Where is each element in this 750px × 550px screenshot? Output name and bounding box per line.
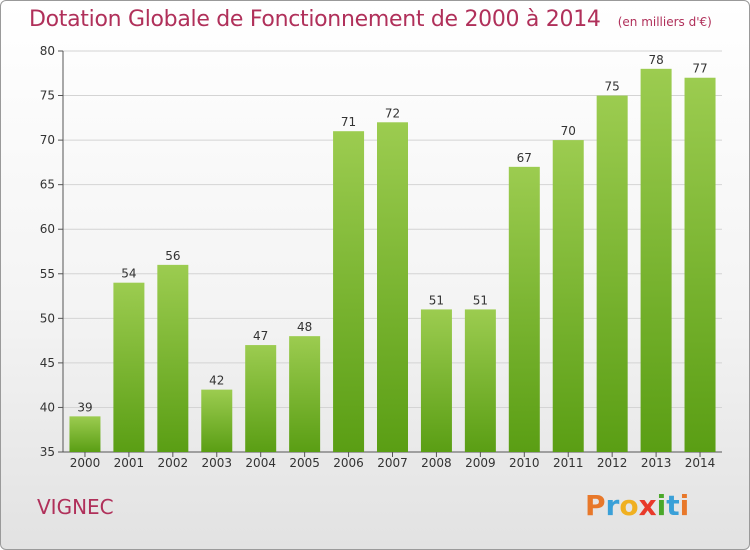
bar-2013 — [640, 68, 672, 453]
data-label-2003: 42 — [209, 374, 224, 388]
bar-2011 — [552, 140, 584, 452]
logo-letter: o — [619, 489, 639, 522]
data-label-2010: 67 — [517, 151, 532, 165]
data-label-2006: 71 — [341, 115, 356, 129]
x-tick-label-2003: 2003 — [201, 456, 232, 470]
y-tick-label: 80 — [40, 44, 55, 58]
bar-2006 — [333, 131, 365, 452]
x-tick-label-2011: 2011 — [553, 456, 584, 470]
bar-2004 — [245, 345, 277, 452]
y-tick-label: 60 — [40, 222, 55, 236]
labels: 35 40 45 50 55 60 65 70 75 80 39 2000 54 2001 56 2002 42… — [40, 44, 716, 470]
chart-title: Dotation Globale de Fonctionnement de 20… — [29, 7, 601, 32]
data-label-2011: 70 — [561, 124, 576, 138]
y-tick-label: 40 — [40, 400, 55, 414]
data-label-2014: 77 — [692, 62, 707, 76]
data-label-2007: 72 — [385, 106, 400, 120]
bar-2001 — [113, 282, 145, 452]
y-tick-label: 75 — [40, 89, 55, 103]
data-label-2004: 47 — [253, 329, 268, 343]
chart-subtitle: (en milliers d'€) — [617, 15, 712, 29]
y-tick-label: 45 — [40, 356, 55, 370]
bar-2014 — [684, 77, 716, 452]
logo-letter: x — [638, 489, 657, 522]
data-label-2002: 56 — [165, 249, 180, 263]
bar-2005 — [289, 336, 321, 452]
x-tick-label-2009: 2009 — [465, 456, 496, 470]
x-tick-label-2007: 2007 — [377, 456, 408, 470]
y-tick-label: 65 — [40, 178, 55, 192]
bar-2009 — [464, 309, 496, 452]
bar-2000 — [69, 416, 101, 452]
data-label-2005: 48 — [297, 320, 312, 334]
x-tick-label-2012: 2012 — [597, 456, 628, 470]
bar-2003 — [201, 389, 233, 452]
x-tick-label-2000: 2000 — [70, 456, 101, 470]
logo-letter: t — [666, 489, 680, 522]
y-tick-label: 35 — [40, 445, 55, 459]
bars — [69, 68, 716, 453]
logo-letter: r — [605, 489, 620, 522]
y-tick-label: 55 — [40, 267, 55, 281]
bar-2010 — [508, 166, 540, 452]
data-label-2009: 51 — [473, 293, 488, 307]
y-tick-label: 50 — [40, 311, 55, 325]
bar-2012 — [596, 95, 628, 453]
x-tick-label-2004: 2004 — [245, 456, 276, 470]
logo-letter: P — [585, 489, 606, 522]
x-tick-label-2013: 2013 — [641, 456, 672, 470]
x-tick-label-2006: 2006 — [333, 456, 364, 470]
y-tick-label: 70 — [40, 133, 55, 147]
bar-2008 — [420, 309, 452, 452]
data-label-2012: 75 — [605, 80, 620, 94]
x-tick-label-2001: 2001 — [114, 456, 145, 470]
bar-2007 — [377, 122, 408, 453]
title-row: Dotation Globale de Fonctionnement de 20… — [29, 7, 712, 32]
x-tick-label-2010: 2010 — [509, 456, 540, 470]
data-label-2008: 51 — [429, 293, 444, 307]
data-label-2013: 78 — [648, 53, 663, 67]
x-tick-label-2014: 2014 — [685, 456, 716, 470]
x-tick-label-2005: 2005 — [289, 456, 320, 470]
data-label-2000: 39 — [77, 400, 92, 414]
x-tick-label-2008: 2008 — [421, 456, 452, 470]
commune-name: VIGNEC — [37, 495, 114, 519]
data-label-2001: 54 — [121, 267, 136, 281]
proxiti-logo[interactable]: Proxiti — [585, 489, 689, 522]
logo-letter: i — [679, 489, 690, 522]
bar-2002 — [157, 264, 189, 452]
logo-letter: i — [656, 489, 667, 522]
x-tick-label-2002: 2002 — [158, 456, 189, 470]
